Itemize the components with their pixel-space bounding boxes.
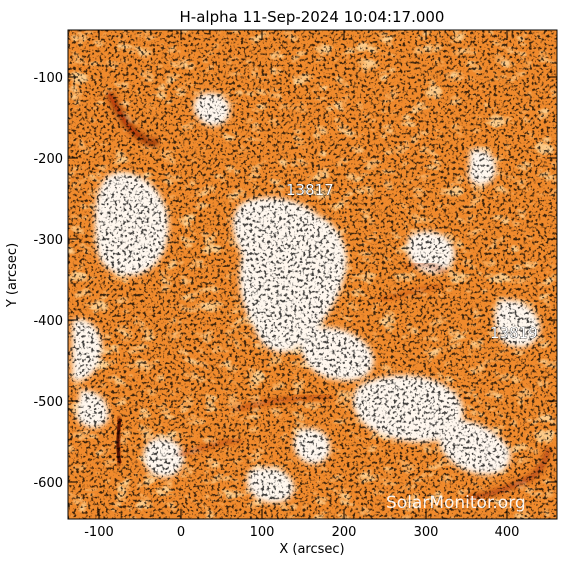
y-tick-label: -200: [33, 152, 63, 167]
figure-title: H-alpha 11-Sep-2024 10:04:17.000: [180, 8, 445, 26]
y-axis-ticks: [68, 76, 557, 483]
y-tick-label: -600: [33, 476, 63, 491]
x-tick-label: 200: [332, 525, 357, 540]
active-region-label-13817: 13817: [286, 181, 334, 199]
active-region-label-13819: 13819: [490, 324, 538, 342]
x-axis-ticks: [98, 30, 508, 519]
x-tick-label: 400: [495, 525, 520, 540]
x-tick-label: 300: [414, 525, 439, 540]
plot-frame: [67, 29, 558, 520]
watermark-text: SolarMonitor.org: [386, 493, 526, 513]
x-tick-label: 100: [250, 525, 275, 540]
y-tick-label: -400: [33, 314, 63, 329]
y-tick-label: -100: [33, 71, 63, 86]
y-tick-label: -500: [33, 395, 63, 410]
halpha-image: [68, 30, 557, 519]
x-axis-label: X (arcsec): [279, 542, 344, 557]
speckle-texture: [68, 30, 557, 519]
x-tick-label: -100: [84, 525, 114, 540]
y-axis-label: Y (arcsec): [5, 243, 20, 308]
x-tick-label: 0: [177, 525, 185, 540]
x-tick-labels: -100 0 100 200 300 400: [84, 525, 519, 540]
y-tick-labels: -100 -200 -300 -400 -500 -600: [33, 71, 63, 491]
y-tick-label: -300: [33, 233, 63, 248]
